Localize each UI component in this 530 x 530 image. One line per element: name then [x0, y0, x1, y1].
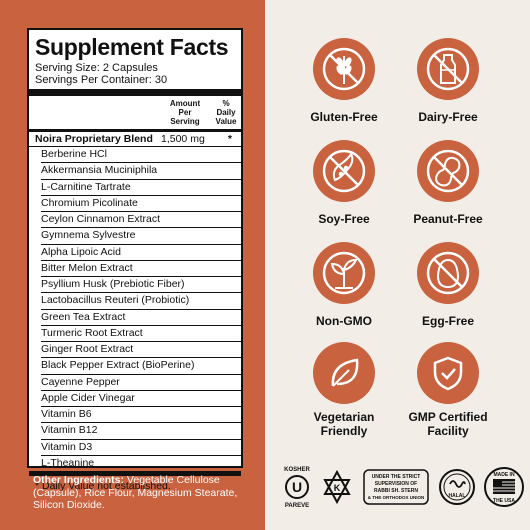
badge-label: Peanut-Free [413, 212, 483, 226]
peanut-crossed-icon [417, 140, 479, 202]
badge-label: Vegetarian Friendly [313, 410, 375, 438]
wheat-crossed-icon [313, 38, 375, 100]
proprietary-blend-row: Noira Proprietary Blend 1,500 mg * [29, 132, 241, 147]
ingredient-list: Berberine HCl Akkermansia Muciniphila L-… [35, 147, 241, 471]
heavy-divider [29, 89, 241, 96]
blend-daily-value: * [227, 133, 232, 145]
blend-name: Noira Proprietary Blend [35, 133, 153, 145]
serving-size: Serving Size: 2 Capsules [35, 62, 158, 74]
servings-per-container: Servings Per Container: 30 [35, 74, 168, 86]
kosher-star-logo: K [319, 464, 355, 510]
svg-text:KOSHER: KOSHER [284, 467, 310, 473]
svg-text:SUPERVISION OF: SUPERVISION OF [375, 481, 417, 487]
ingredient-row: Green Tea Extract [41, 310, 241, 326]
sprout-icon [313, 242, 375, 304]
amount-per-serving-header: Amount Per Serving [169, 99, 201, 126]
ingredient-row: Alpha Lipoic Acid [41, 245, 241, 261]
ingredient-row: L-Theanine [41, 456, 95, 469]
ingredient-row: Vitamin B6 [41, 407, 241, 424]
ingredient-row: Psyllium Husk (Prebiotic Fiber) [41, 277, 241, 294]
blend-amount: 1,500 mg [161, 133, 205, 145]
kosher-ou-logo: KOSHER U PAREVE [282, 464, 312, 510]
ingredient-row: Ginger Root Extract [41, 342, 241, 359]
egg-crossed-icon [417, 242, 479, 304]
milk-bottle-crossed-icon [417, 38, 479, 100]
other-ingredients-text: Vegetable Cellulose (Capsule), Rice Flou… [33, 474, 238, 511]
svg-text:PAREVE: PAREVE [285, 503, 309, 509]
ingredient-row: Gymnema Sylvestre [41, 228, 241, 245]
ingredient-row: Lactobacillus Reuteri (Probiotic) [41, 293, 241, 310]
svg-text:K: K [334, 483, 341, 493]
svg-text:UNDER THE STRICT: UNDER THE STRICT [372, 474, 421, 480]
ingredient-row: Black Pepper Extract (BioPerine) [41, 358, 241, 375]
ingredient-row: Vitamin D3 [41, 440, 241, 456]
badge-label: Gluten-Free [310, 110, 378, 124]
medium-divider [29, 129, 241, 132]
daily-value-note: * Daily Value not established. [35, 480, 171, 492]
ingredient-row: Akkermansia Muciniphila [41, 163, 241, 180]
supplement-facts-side: Supplement Facts Serving Size: 2 Capsule… [0, 0, 265, 530]
badge-label: Dairy-Free [418, 110, 478, 124]
soybean-crossed-icon [313, 140, 375, 202]
svg-text:HALAL: HALAL [449, 493, 466, 499]
supplement-facts-title: Supplement Facts [35, 34, 229, 60]
svg-text:THE USA: THE USA [493, 498, 515, 504]
other-ingredients: Other Ingredients: Vegetable Cellulose (… [33, 474, 258, 512]
svg-text:MADE IN: MADE IN [493, 472, 515, 478]
made-in-usa-logo: MADE IN THE USA [483, 464, 525, 510]
column-header: Amount Per Serving % Daily Value [35, 96, 237, 129]
badge-label: Soy-Free [318, 212, 370, 226]
ingredient-row: Ceylon Cinnamon Extract [41, 212, 241, 229]
ingredient-row: Bitter Melon Extract [41, 261, 241, 277]
badge-label: Non-GMO [316, 314, 372, 328]
svg-text:RABBI SH. STERN: RABBI SH. STERN [374, 488, 418, 494]
ingredient-row: Vitamin B12 [41, 423, 241, 440]
leaf-icon [313, 342, 375, 404]
halal-logo: HALAL [437, 464, 477, 510]
supplement-facts-panel: Supplement Facts Serving Size: 2 Capsule… [27, 28, 243, 492]
ingredient-row: L-Carnitine Tartrate [41, 180, 241, 196]
svg-text:& THE ORTHODOX UNION: & THE ORTHODOX UNION [368, 495, 425, 500]
daily-value-header: % Daily Value [215, 99, 237, 126]
other-ingredients-label: Other Ingredients: [33, 474, 125, 486]
ingredient-row: Turmeric Root Extract [41, 326, 241, 342]
ingredient-row: Cayenne Pepper [41, 375, 241, 391]
ingredient-row: Apple Cider Vinegar [41, 391, 241, 407]
supervision-seal: UNDER THE STRICT SUPERVISION OF RABBI SH… [362, 464, 430, 510]
badges-side: Gluten-Free Dairy-Free [265, 0, 530, 530]
svg-text:U: U [292, 479, 302, 495]
badge-label: Egg-Free [421, 314, 474, 328]
badge-label: GMP Certified Facility [408, 410, 488, 438]
ingredient-row: Berberine HCl [41, 147, 241, 164]
ingredient-row: Chromium Picolinate [41, 196, 241, 212]
heavy-divider-bottom [29, 471, 241, 476]
shield-check-icon [417, 342, 479, 404]
